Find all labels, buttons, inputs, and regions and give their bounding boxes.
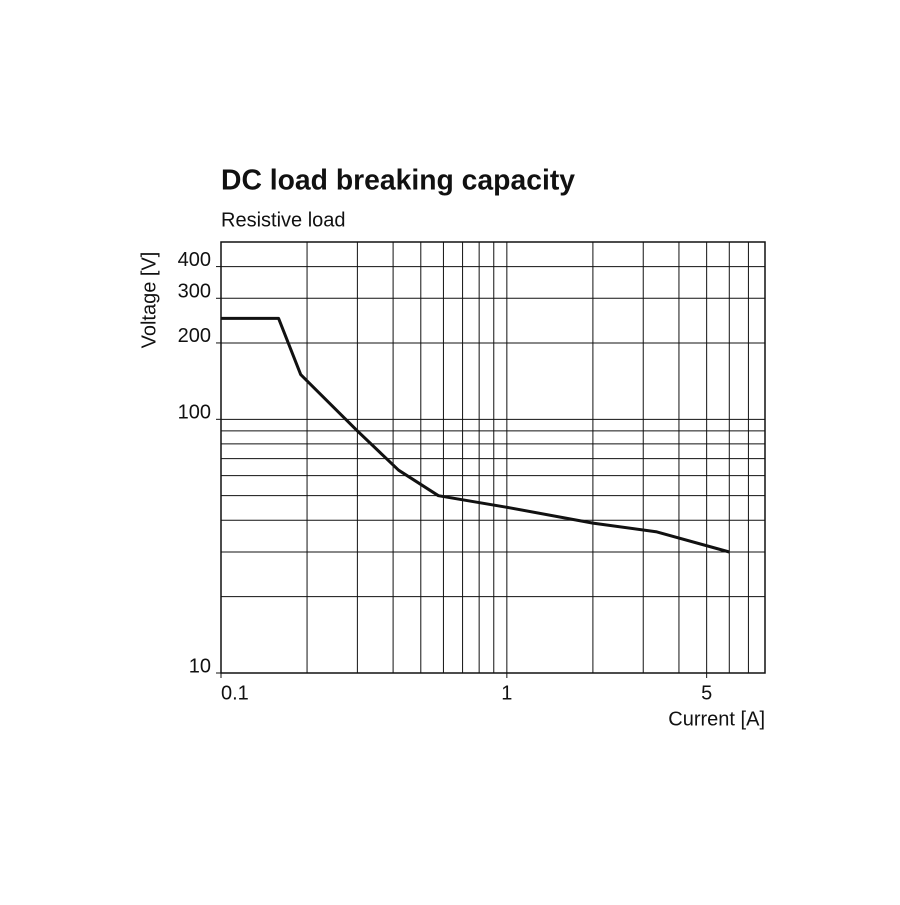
plot-frame [220, 241, 766, 674]
y-tick-label: 10 [189, 655, 211, 677]
chart-title: DC load breaking capacity [221, 165, 575, 197]
y-tick-label: 200 [178, 325, 211, 347]
x-tick-label: 5 [701, 682, 712, 704]
y-tick-label: 400 [178, 249, 211, 271]
data-line [221, 316, 730, 554]
y-axis-label: Voltage [V] [138, 252, 160, 349]
x-tick-label: 0.1 [221, 682, 249, 704]
y-tick-label: 300 [178, 281, 211, 303]
x-axis-label: Current [A] [668, 708, 765, 730]
y-tick-label: 100 [178, 402, 211, 424]
chart-subtitle: Resistive load [221, 209, 346, 231]
x-tick-label: 1 [501, 682, 512, 704]
